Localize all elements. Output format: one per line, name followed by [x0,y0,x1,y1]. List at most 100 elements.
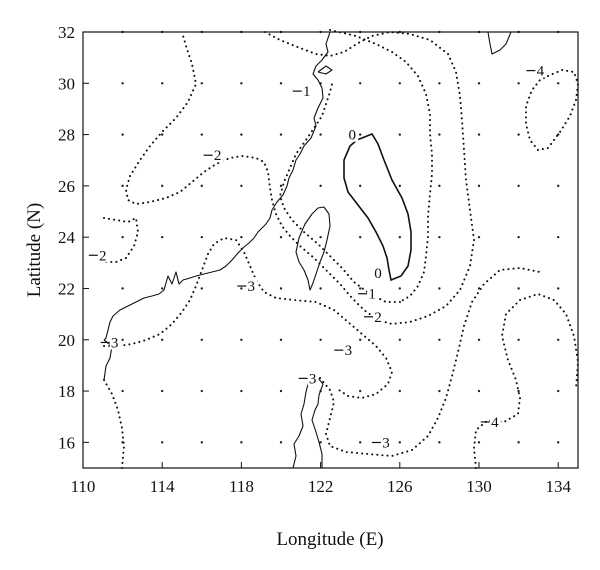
grid-dot [279,389,283,393]
grid-dot [161,338,164,341]
x-tick-label: 110 [71,477,96,496]
contour-2-east [264,30,476,326]
contour-label-bg [301,82,313,99]
grid-dot [121,389,124,393]
contour-2-left [103,216,140,263]
grid-dot [161,287,164,290]
contour-1-west [278,83,401,303]
grid-dot [240,133,243,136]
coastline-leizhou [103,339,113,381]
contour-label: 1 [303,84,311,100]
grid-dot [517,287,520,290]
grid-dot [200,133,203,136]
grid-dot [517,184,520,188]
map-frame [82,31,579,469]
grid-dot [121,133,124,136]
grid-dot [359,389,362,393]
coastline-kyushu [487,31,512,55]
contour-1-east [329,29,433,303]
grid-dot [121,82,124,85]
contour-label: 4 [537,64,545,80]
contour-label: 4 [491,415,499,431]
grid-dot [398,235,401,239]
grid-dot [161,235,164,239]
contour-0 [343,133,412,282]
grid-dot [398,133,401,136]
contour-label-bg [109,333,121,350]
contour-4-north [525,68,580,152]
grid-dot [438,133,441,136]
y-tick-label: 18 [58,382,75,401]
contour-label-bg [380,433,392,450]
grid-dot [359,133,362,136]
grid-dot [200,184,203,188]
grid-dot [438,389,441,393]
grid-dot [557,184,560,188]
contour-label: 0 [349,128,357,144]
grid-dot [240,441,243,444]
grid-dot [319,338,322,341]
coastline-islet [317,65,333,75]
grid-dot [161,389,164,393]
grid-dot [319,133,322,136]
contour-label-bg [307,369,319,386]
grid-dot [319,441,322,444]
grid-dot [279,184,283,188]
grid-dot [398,287,401,290]
coastline-mainland [103,31,331,341]
contour-label: 3 [309,371,317,387]
grid-dot [398,82,401,85]
grid-dot [240,82,243,85]
y-tick-label: 32 [58,23,75,42]
contour-label: 0 [374,266,382,282]
grid-dot [121,287,124,290]
contour-label: 2 [374,310,382,326]
grid-dot [477,389,481,393]
contour-label: 3 [345,343,353,359]
y-tick-label: 30 [58,74,75,93]
grid-dot [359,235,362,239]
grid-dot [557,441,560,444]
grid-dot [200,287,203,290]
grid-dot [240,235,243,239]
contour-label-bg [373,307,385,324]
contour-label: 3 [382,435,390,451]
x-axis-ticks: 110 114 118 122 126 130 134 [71,462,571,496]
contour-3-main [103,236,394,400]
contour-label: 1 [368,287,376,303]
grid-dot [438,287,441,290]
grid-dot [477,82,481,85]
contour-3-luzon [319,266,541,458]
grid-dot [359,184,362,188]
grid-dot [359,441,362,444]
grid-dot [477,235,481,239]
grid-dot [398,389,401,393]
contour-label: 3 [248,279,256,295]
x-axis-title: Longitude (E) [276,529,383,550]
coastline-luzon-west [292,379,310,469]
grid-dot [200,338,203,341]
grid-dot [517,389,520,393]
grid-dot [240,389,243,393]
grid-dot [279,338,283,341]
y-tick-label: 26 [58,177,75,196]
grid-dot [319,287,322,290]
contour-label-bg [97,246,109,263]
grid-dot [279,133,283,136]
contour-3-south [103,379,126,469]
grid-dot [398,441,401,444]
coastline-taiwan [295,206,331,291]
x-tick-label: 118 [229,477,254,496]
grid-dot [398,184,401,188]
grid-dot [279,82,283,85]
grid-dot [279,235,283,239]
grid-dot [477,287,481,290]
grid-dot [200,441,203,444]
contour-label: 2 [214,148,222,164]
contour-label-bg [367,284,379,301]
grid-dot [279,441,283,444]
grid-dot [240,184,243,188]
grid-dot [557,338,560,341]
grid-dot [517,133,520,136]
